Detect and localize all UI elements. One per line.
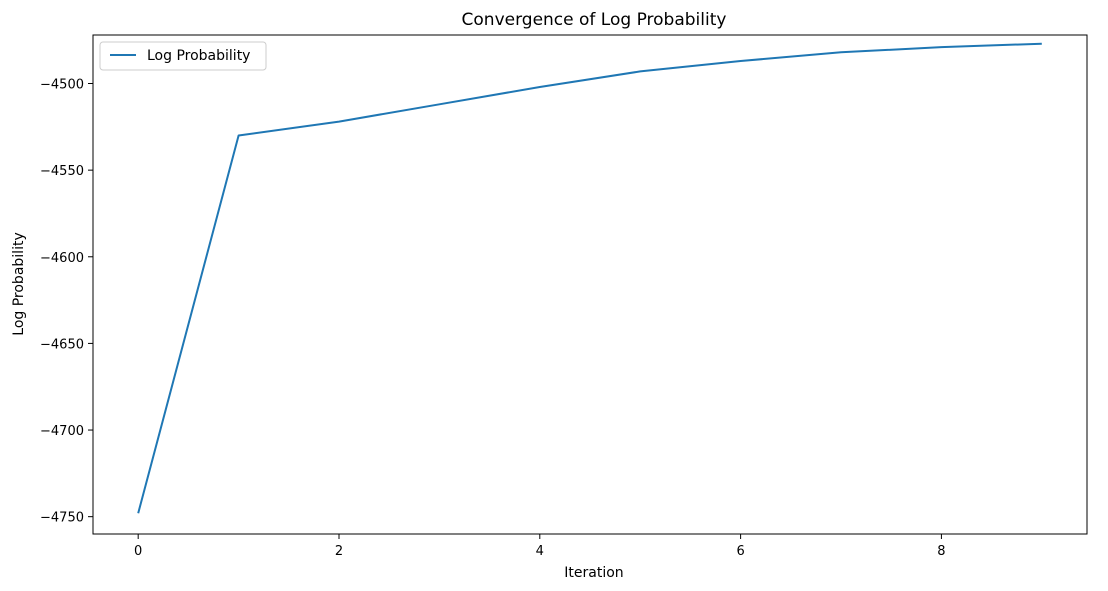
x-tick-label: 2 (335, 544, 343, 559)
x-tick-label: 6 (736, 544, 744, 559)
legend-box (99, 41, 267, 71)
x-axis: 0 2 4 6 8 (134, 534, 946, 559)
axes-frame (92, 34, 1088, 535)
chart-title: Convergence of Log Probability (462, 10, 727, 30)
series-line-log-probability (137, 42, 1042, 514)
legend: Log Probability (99, 41, 267, 71)
y-tick-label: −4500 (40, 78, 84, 93)
y-axis: −4750 −4700 −4650 −4600 −4550 −4500 (40, 78, 93, 526)
y-tick-label: −4700 (40, 424, 84, 439)
y-tick-label: −4550 (40, 164, 84, 179)
y-tick-label: −4650 (40, 337, 84, 352)
x-axis-label: Iteration (564, 565, 623, 581)
legend-label: Log Probability (147, 48, 250, 64)
y-tick-label: −4600 (40, 251, 84, 266)
x-tick-label: 0 (134, 544, 142, 559)
x-tick-label: 8 (937, 544, 945, 559)
plot-area: 0 2 4 6 8 −4750 −4700 −4650 −4600 −4550 −4500 (40, 34, 1088, 559)
y-axis-label: Log Probability (11, 232, 27, 335)
x-tick-label: 4 (536, 544, 544, 559)
y-tick-label: −4750 (40, 511, 84, 526)
series-layer (137, 42, 1042, 514)
